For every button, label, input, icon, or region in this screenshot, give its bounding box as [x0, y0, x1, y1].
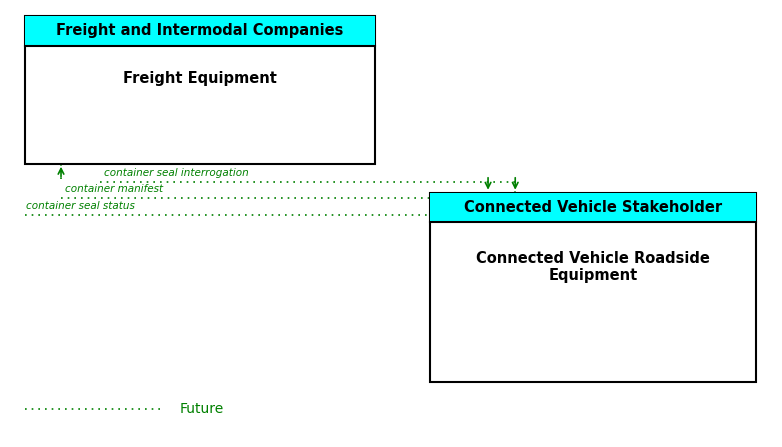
- Text: container seal status: container seal status: [26, 201, 135, 211]
- Bar: [24, 16, 375, 164]
- Text: Freight and Intermodal Companies: Freight and Intermodal Companies: [56, 23, 343, 38]
- Text: container manifest: container manifest: [65, 184, 163, 194]
- Text: Connected Vehicle Roadside
Equipment: Connected Vehicle Roadside Equipment: [476, 251, 710, 283]
- Bar: [430, 193, 756, 222]
- Text: Freight Equipment: Freight Equipment: [123, 71, 277, 86]
- Bar: [430, 193, 756, 383]
- Text: container seal interrogation: container seal interrogation: [104, 168, 249, 178]
- Text: Future: Future: [180, 402, 224, 416]
- Text: Connected Vehicle Stakeholder: Connected Vehicle Stakeholder: [464, 200, 722, 215]
- Bar: [24, 16, 375, 46]
